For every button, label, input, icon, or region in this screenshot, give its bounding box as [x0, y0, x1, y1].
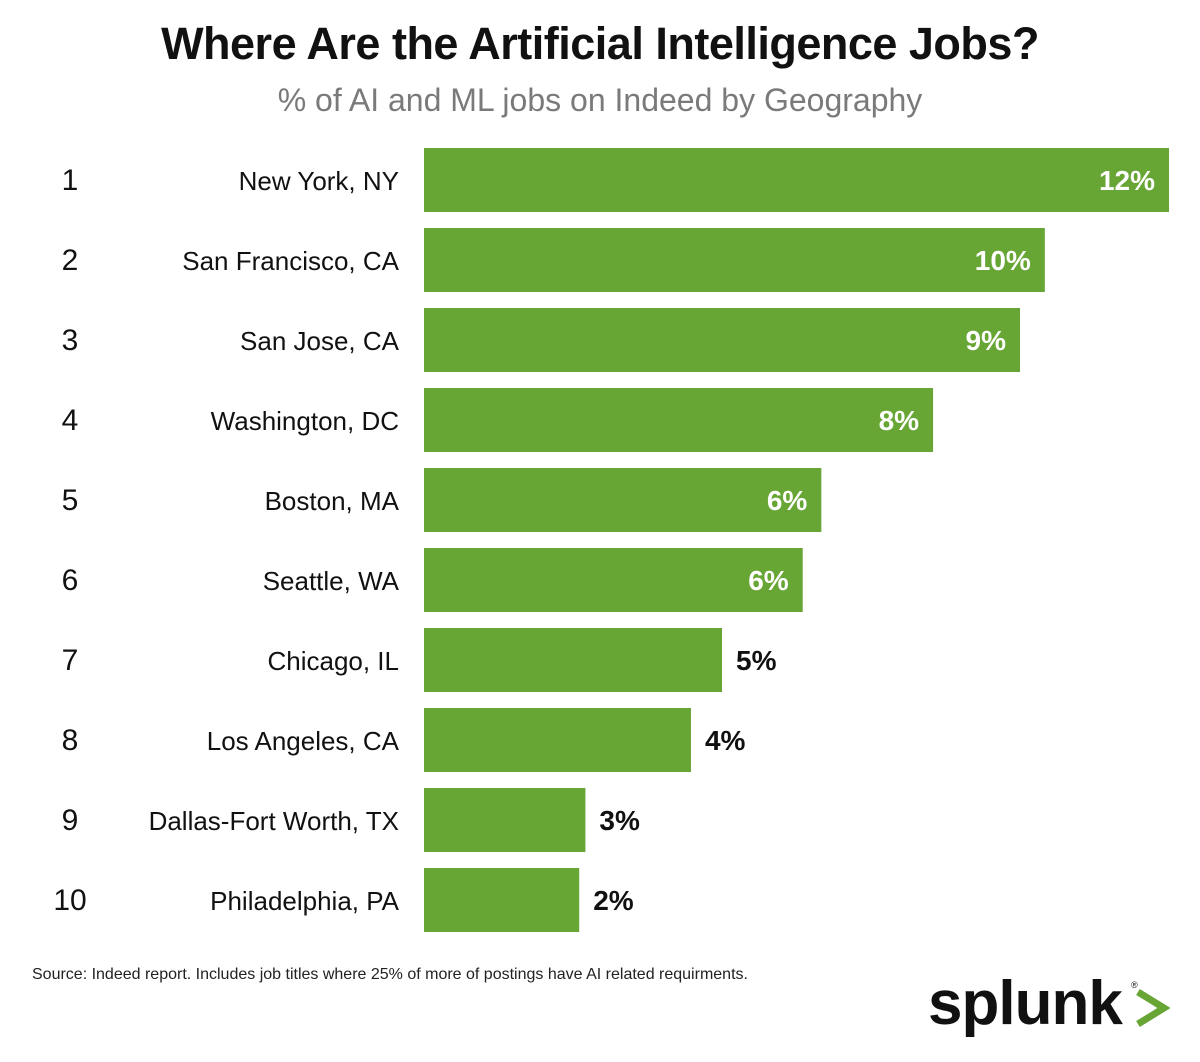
rank-label: 4 — [62, 404, 79, 437]
data-label: 6% — [767, 485, 808, 516]
rank-label: 10 — [53, 884, 86, 917]
category-label: Dallas-Fort Worth, TX — [149, 806, 399, 836]
rank-label: 2 — [62, 244, 79, 277]
bar — [424, 868, 580, 932]
chart-title: Where Are the Artificial Intelligence Jo… — [161, 18, 1039, 69]
category-label: Los Angeles, CA — [207, 726, 400, 756]
data-label: 10% — [975, 245, 1031, 276]
category-label: New York, NY — [239, 166, 399, 196]
data-label: 8% — [879, 405, 920, 436]
category-label: San Jose, CA — [240, 326, 400, 356]
rank-label: 5 — [62, 484, 79, 517]
data-label: 12% — [1099, 165, 1155, 196]
bar — [424, 548, 803, 612]
rank-label: 6 — [62, 564, 79, 597]
data-label: 4% — [705, 725, 746, 756]
data-label: 5% — [736, 645, 777, 676]
logo-wordmark: splunk — [928, 969, 1123, 1038]
data-label: 9% — [966, 325, 1007, 356]
bar — [424, 388, 934, 452]
category-label: Boston, MA — [265, 486, 400, 516]
bar — [424, 468, 822, 532]
category-label: Seattle, WA — [263, 566, 400, 596]
bar — [424, 788, 586, 852]
data-label: 6% — [748, 565, 789, 596]
rank-label: 7 — [62, 644, 79, 677]
bar — [424, 228, 1045, 292]
bar — [424, 628, 722, 692]
category-label: San Francisco, CA — [182, 246, 399, 276]
category-label: Washington, DC — [211, 406, 399, 436]
bar — [424, 308, 1020, 372]
category-label: Philadelphia, PA — [210, 886, 400, 916]
bar-chart: 1 New York, NY 12% 2 San Francisco, CA 10% 3 Sa… — [53, 148, 1169, 932]
bar — [424, 708, 691, 772]
data-label: 3% — [599, 805, 640, 836]
chart-subtitle: % of AI and ML jobs on Indeed by Geograp… — [277, 82, 923, 118]
rank-label: 9 — [62, 804, 79, 837]
category-label: Chicago, IL — [267, 646, 399, 676]
rank-label: 3 — [62, 324, 79, 357]
rank-label: 8 — [62, 724, 79, 757]
source-note: Source: Indeed report. Includes job titl… — [32, 966, 748, 983]
data-label: 2% — [593, 885, 634, 916]
chevron-right-icon — [1136, 989, 1170, 1027]
splunk-logo: splunk ® — [928, 968, 1178, 1048]
registered-mark: ® — [1131, 980, 1138, 990]
rank-label: 1 — [62, 164, 79, 197]
bar — [424, 148, 1169, 212]
